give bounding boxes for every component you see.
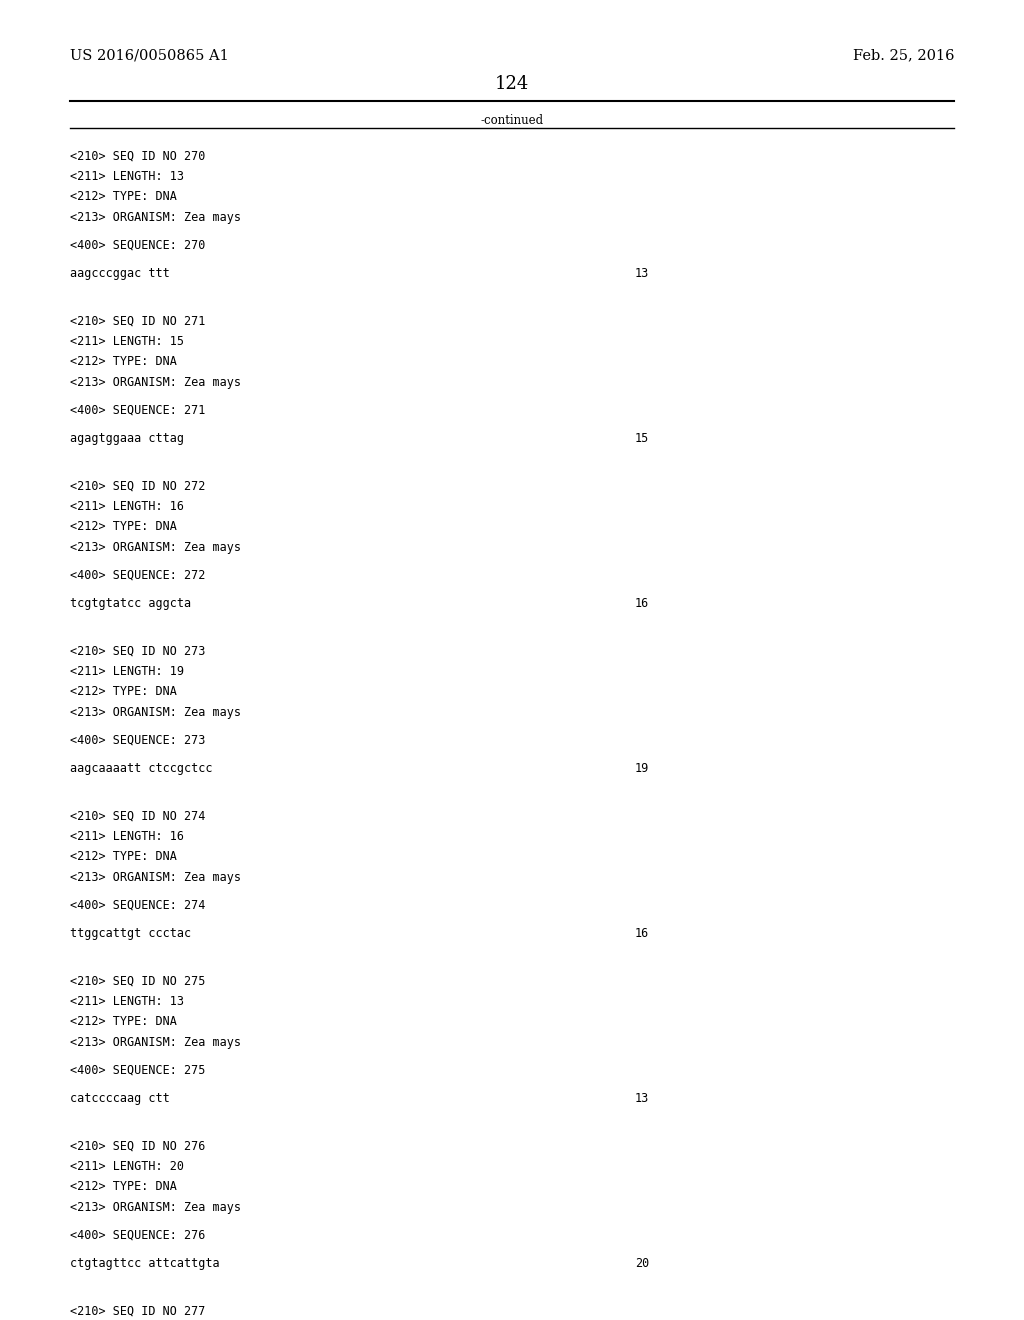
- Text: 19: 19: [635, 762, 649, 775]
- Text: US 2016/0050865 A1: US 2016/0050865 A1: [70, 49, 228, 62]
- Text: <211> LENGTH: 16: <211> LENGTH: 16: [70, 499, 183, 512]
- Text: <211> LENGTH: 13: <211> LENGTH: 13: [70, 994, 183, 1007]
- Text: <400> SEQUENCE: 270: <400> SEQUENCE: 270: [70, 239, 205, 252]
- Text: ctgtagttcc attcattgta: ctgtagttcc attcattgta: [70, 1257, 219, 1270]
- Text: <213> ORGANISM: Zea mays: <213> ORGANISM: Zea mays: [70, 870, 241, 883]
- Text: 16: 16: [635, 927, 649, 940]
- Text: <213> ORGANISM: Zea mays: <213> ORGANISM: Zea mays: [70, 540, 241, 553]
- Text: <213> ORGANISM: Zea mays: <213> ORGANISM: Zea mays: [70, 1035, 241, 1048]
- Text: <212> TYPE: DNA: <212> TYPE: DNA: [70, 520, 176, 533]
- Text: <210> SEQ ID NO 272: <210> SEQ ID NO 272: [70, 479, 205, 492]
- Text: <211> LENGTH: 19: <211> LENGTH: 19: [70, 664, 183, 677]
- Text: <400> SEQUENCE: 275: <400> SEQUENCE: 275: [70, 1064, 205, 1077]
- Text: tcgtgtatcc aggcta: tcgtgtatcc aggcta: [70, 597, 190, 610]
- Text: <212> TYPE: DNA: <212> TYPE: DNA: [70, 355, 176, 368]
- Text: <400> SEQUENCE: 276: <400> SEQUENCE: 276: [70, 1229, 205, 1242]
- Text: <213> ORGANISM: Zea mays: <213> ORGANISM: Zea mays: [70, 210, 241, 223]
- Text: Feb. 25, 2016: Feb. 25, 2016: [853, 49, 954, 62]
- Text: <210> SEQ ID NO 273: <210> SEQ ID NO 273: [70, 644, 205, 657]
- Text: 124: 124: [495, 74, 529, 92]
- Text: <210> SEQ ID NO 275: <210> SEQ ID NO 275: [70, 974, 205, 987]
- Text: <210> SEQ ID NO 274: <210> SEQ ID NO 274: [70, 809, 205, 822]
- Text: <213> ORGANISM: Zea mays: <213> ORGANISM: Zea mays: [70, 375, 241, 388]
- Text: <211> LENGTH: 20: <211> LENGTH: 20: [70, 1159, 183, 1172]
- Text: <210> SEQ ID NO 271: <210> SEQ ID NO 271: [70, 314, 205, 327]
- Text: aagcccggac ttt: aagcccggac ttt: [70, 267, 169, 280]
- Text: <211> LENGTH: 15: <211> LENGTH: 15: [70, 334, 183, 347]
- Text: 16: 16: [635, 597, 649, 610]
- Text: <212> TYPE: DNA: <212> TYPE: DNA: [70, 1180, 176, 1193]
- Text: <210> SEQ ID NO 276: <210> SEQ ID NO 276: [70, 1139, 205, 1152]
- Text: agagtggaaa cttag: agagtggaaa cttag: [70, 432, 183, 445]
- Text: 13: 13: [635, 267, 649, 280]
- Text: <210> SEQ ID NO 270: <210> SEQ ID NO 270: [70, 149, 205, 162]
- Text: <212> TYPE: DNA: <212> TYPE: DNA: [70, 850, 176, 863]
- Text: <213> ORGANISM: Zea mays: <213> ORGANISM: Zea mays: [70, 1200, 241, 1213]
- Text: aagcaaaatt ctccgctcc: aagcaaaatt ctccgctcc: [70, 762, 212, 775]
- Text: 20: 20: [635, 1257, 649, 1270]
- Text: <400> SEQUENCE: 272: <400> SEQUENCE: 272: [70, 569, 205, 582]
- Text: <211> LENGTH: 13: <211> LENGTH: 13: [70, 169, 183, 182]
- Text: <213> ORGANISM: Zea mays: <213> ORGANISM: Zea mays: [70, 705, 241, 718]
- Text: 15: 15: [635, 432, 649, 445]
- Text: <212> TYPE: DNA: <212> TYPE: DNA: [70, 1015, 176, 1028]
- Text: <212> TYPE: DNA: <212> TYPE: DNA: [70, 190, 176, 203]
- Text: <210> SEQ ID NO 277: <210> SEQ ID NO 277: [70, 1304, 205, 1317]
- Text: -continued: -continued: [480, 115, 544, 127]
- Text: 13: 13: [635, 1092, 649, 1105]
- Text: <211> LENGTH: 16: <211> LENGTH: 16: [70, 829, 183, 842]
- Text: <400> SEQUENCE: 273: <400> SEQUENCE: 273: [70, 734, 205, 747]
- Text: catccccaag ctt: catccccaag ctt: [70, 1092, 169, 1105]
- Text: <400> SEQUENCE: 274: <400> SEQUENCE: 274: [70, 899, 205, 912]
- Text: <400> SEQUENCE: 271: <400> SEQUENCE: 271: [70, 404, 205, 417]
- Text: ttggcattgt ccctac: ttggcattgt ccctac: [70, 927, 190, 940]
- Text: <212> TYPE: DNA: <212> TYPE: DNA: [70, 685, 176, 698]
